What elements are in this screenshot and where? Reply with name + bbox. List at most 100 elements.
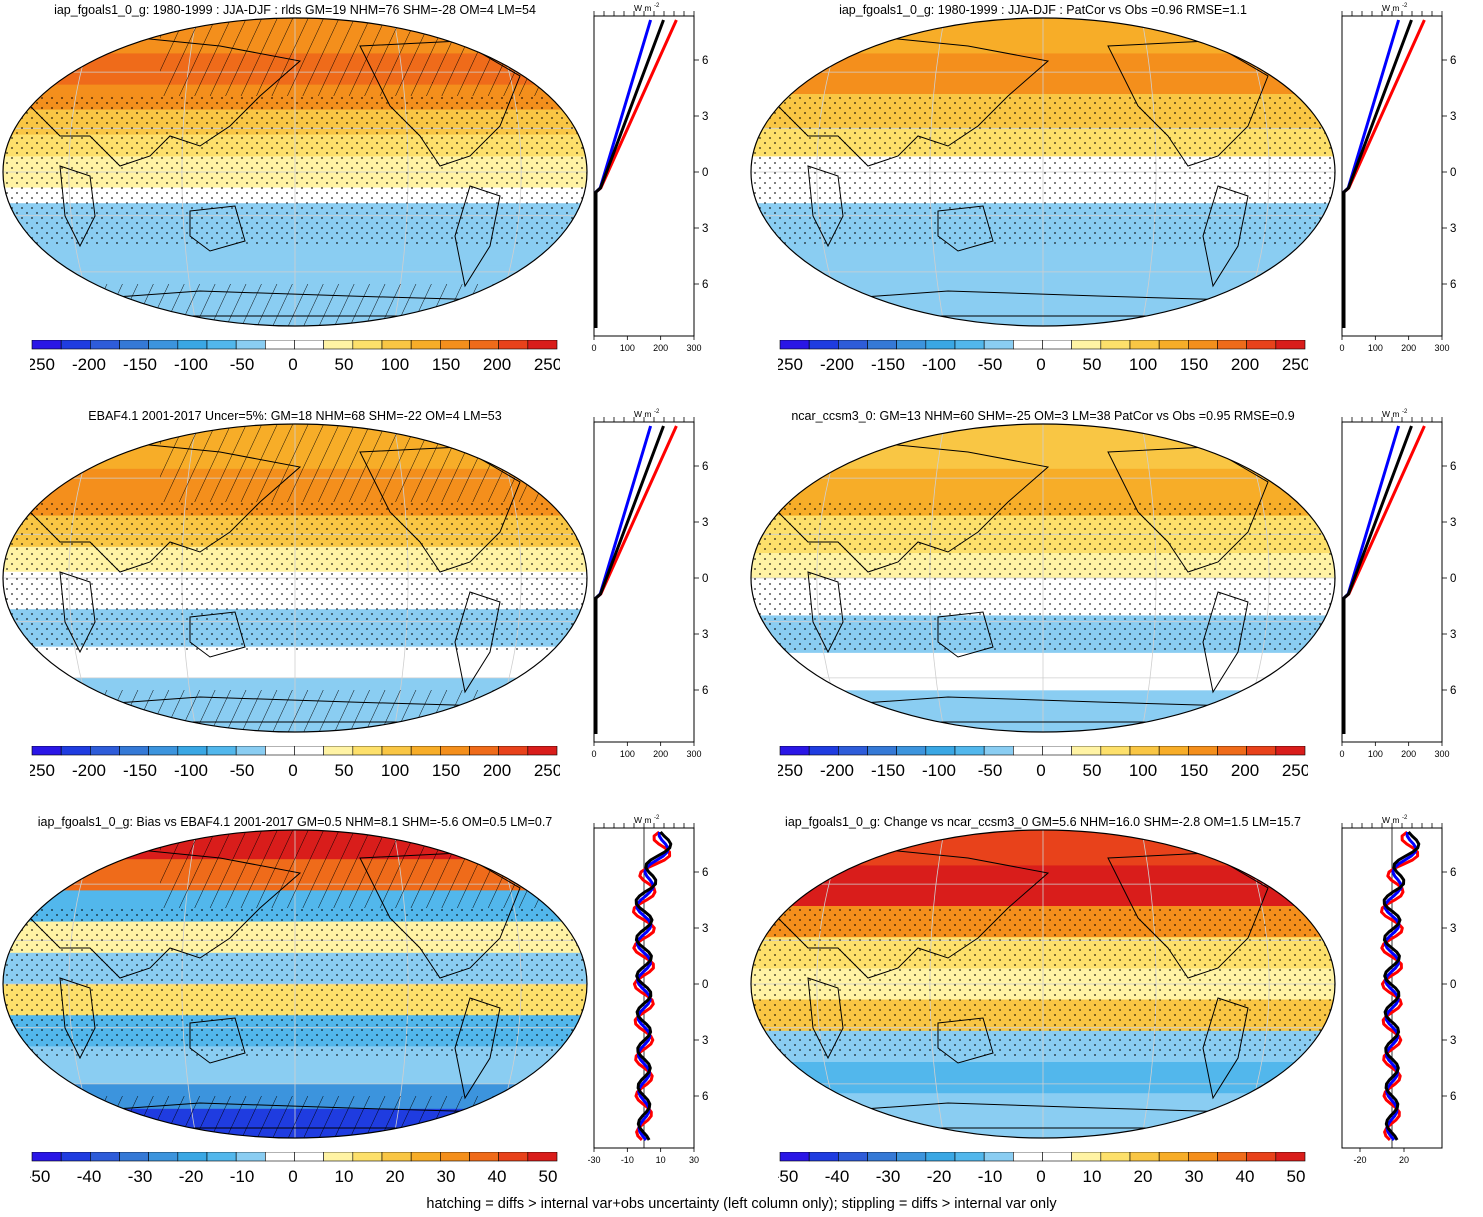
colorbar-label: 0: [288, 355, 297, 374]
zonal-mean-plot: W m-2 60N 30N 0 30S 60S 0 100 200 300: [591, 3, 708, 353]
colorbar-label: 200: [1231, 761, 1259, 780]
colorbar: -250 -200 -150 -100 -50 0 50 100 150 200 250: [778, 340, 1308, 374]
panel-title: iap_fgoals1_0_g: 1980-1999 : JJA-DJF : r…: [54, 3, 536, 17]
zonal-unit: W m: [1382, 3, 1399, 13]
colorbar-label: 0: [1036, 761, 1045, 780]
x-tick-label: 300: [1434, 343, 1449, 353]
colorbar-label: 250: [534, 355, 560, 374]
zonal-unit: W m: [634, 3, 651, 13]
lat-label: 30N: [1450, 923, 1456, 935]
lat-label: 30N: [1450, 111, 1456, 123]
lat-label: 30S: [1450, 223, 1456, 235]
lat-label: 60S: [702, 685, 708, 697]
colorbar-label: 150: [432, 355, 460, 374]
colorbar-label: 0: [288, 1167, 297, 1186]
zonal-unit: W m: [1382, 815, 1399, 825]
colorbar-label: -100: [174, 355, 208, 374]
lat-label: 30S: [1450, 629, 1456, 641]
x-tick-label: 30: [689, 1155, 699, 1165]
colorbar-label: -150: [123, 355, 157, 374]
colorbar-label: 50: [539, 1167, 558, 1186]
zonal-unit-sup: -2: [1402, 3, 1408, 9]
lat-label: 60N: [702, 55, 708, 67]
panel-rlds-patcor: iap_fgoals1_0_g: 1980-1999 : JJA-DJF : P…: [748, 0, 1483, 405]
colorbar-label: 100: [381, 761, 409, 780]
colorbar-label: -20: [927, 1167, 952, 1186]
panel-rlds-model: iap_fgoals1_0_g: 1980-1999 : JJA-DJF : r…: [0, 0, 740, 405]
global-map: [2, 423, 588, 733]
zonal-mean-plot: W m-2 60N 30N 0 30S 60S 0 100 200 300: [591, 409, 708, 759]
lat-label: 0: [702, 979, 708, 991]
zonal-mean-plot: W m-2 60N 30N 0 30S 60S -30 -10 10 30: [588, 815, 708, 1165]
x-tick-label: 0: [1339, 749, 1344, 759]
x-tick-label: 100: [1368, 343, 1383, 353]
colorbar-label: 250: [534, 761, 560, 780]
colorbar: -50 -40 -30 -20 -10 0 10 20 30 40 50: [30, 1152, 558, 1186]
x-tick-label: 200: [1401, 749, 1416, 759]
colorbar-label: 30: [437, 1167, 456, 1186]
colorbar-label: 0: [1036, 1167, 1045, 1186]
global-map: [2, 829, 588, 1139]
lat-label: 0: [1450, 979, 1456, 991]
colorbar-label: 200: [1231, 355, 1259, 374]
colorbar-label: 150: [1180, 761, 1208, 780]
colorbar-label: -200: [820, 761, 854, 780]
x-tick-label: 100: [1368, 749, 1383, 759]
panel-ccsm3: ncar_ccsm3_0: GM=13 NHM=60 SHM=-25 OM=3 …: [748, 406, 1483, 811]
lat-label: 60N: [1450, 461, 1456, 473]
x-tick-label: 0: [1339, 343, 1344, 353]
zonal-mean-plot: W m-2 60N 30N 0 30S 60S 0 100 200 300: [1339, 3, 1456, 353]
colorbar-label: 250: [1282, 761, 1308, 780]
zonal-unit-sup: -2: [654, 3, 660, 9]
colorbar-label: 100: [1129, 355, 1157, 374]
colorbar-label: -10: [230, 1167, 255, 1186]
lat-label: 60N: [702, 461, 708, 473]
zonal-unit: W m: [634, 409, 651, 419]
zonal-unit-sup: -2: [1402, 409, 1408, 415]
lat-label: 30N: [702, 517, 708, 529]
lat-label: 0: [1450, 167, 1456, 179]
colorbar-label: 100: [381, 355, 409, 374]
colorbar: -50 -40 -30 -20 -10 0 10 20 30 40 50: [778, 1152, 1305, 1186]
colorbar-label: 50: [335, 355, 354, 374]
lat-label: 60S: [702, 279, 708, 291]
lat-label: 60N: [1450, 55, 1456, 67]
colorbar-label: -150: [123, 761, 157, 780]
zonal-mean-plot: W m-2 60N 30N 0 30S 60S -20 20: [1341, 815, 1456, 1165]
colorbar-label: -50: [230, 761, 255, 780]
lat-label: 0: [702, 167, 708, 179]
lat-label: 0: [702, 573, 708, 585]
colorbar: -250 -200 -150 -100 -50 0 50 100 150 200 250: [778, 746, 1308, 780]
colorbar-label: -100: [174, 761, 208, 780]
colorbar-label: -10: [978, 1167, 1003, 1186]
lat-label: 60S: [1450, 1091, 1456, 1103]
colorbar-label: 0: [1036, 355, 1045, 374]
zonal-unit-sup: -2: [654, 409, 660, 415]
global-map: [2, 17, 588, 327]
x-tick-label: 20: [1399, 1155, 1409, 1165]
zonal-unit: W m: [634, 815, 651, 825]
colorbar-label: -250: [778, 761, 803, 780]
colorbar-label: -250: [778, 355, 803, 374]
colorbar-label: -100: [922, 761, 956, 780]
colorbar-label: 40: [1236, 1167, 1255, 1186]
colorbar-label: -50: [30, 1167, 50, 1186]
x-tick-label: 200: [1401, 343, 1416, 353]
x-tick-label: 100: [620, 343, 635, 353]
zonal-unit-sup: -2: [654, 815, 660, 821]
colorbar-label: -40: [77, 1167, 102, 1186]
lat-label: 60S: [1450, 279, 1456, 291]
colorbar-label: 0: [288, 761, 297, 780]
colorbar-label: 10: [1083, 1167, 1102, 1186]
lat-label: 60N: [702, 867, 708, 879]
colorbar-label: 200: [483, 355, 511, 374]
zonal-unit-sup: -2: [1402, 815, 1408, 821]
colorbar-label: -40: [825, 1167, 850, 1186]
colorbar-label: 40: [488, 1167, 507, 1186]
x-tick-label: -20: [1353, 1155, 1366, 1165]
x-tick-label: 300: [1434, 749, 1449, 759]
x-tick-label: 100: [620, 749, 635, 759]
zonal-unit: W m: [1382, 409, 1399, 419]
lat-label: 30S: [702, 1035, 708, 1047]
colorbar-label: -250: [30, 761, 55, 780]
